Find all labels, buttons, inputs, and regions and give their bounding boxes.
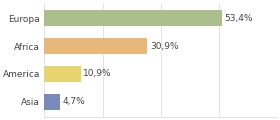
Text: 4,7%: 4,7% xyxy=(63,97,85,106)
Bar xyxy=(44,38,147,54)
Text: 30,9%: 30,9% xyxy=(150,42,178,51)
Bar xyxy=(44,10,222,26)
Text: 10,9%: 10,9% xyxy=(83,69,112,78)
Text: 53,4%: 53,4% xyxy=(225,14,253,23)
Bar xyxy=(44,94,60,110)
Bar xyxy=(44,66,81,82)
